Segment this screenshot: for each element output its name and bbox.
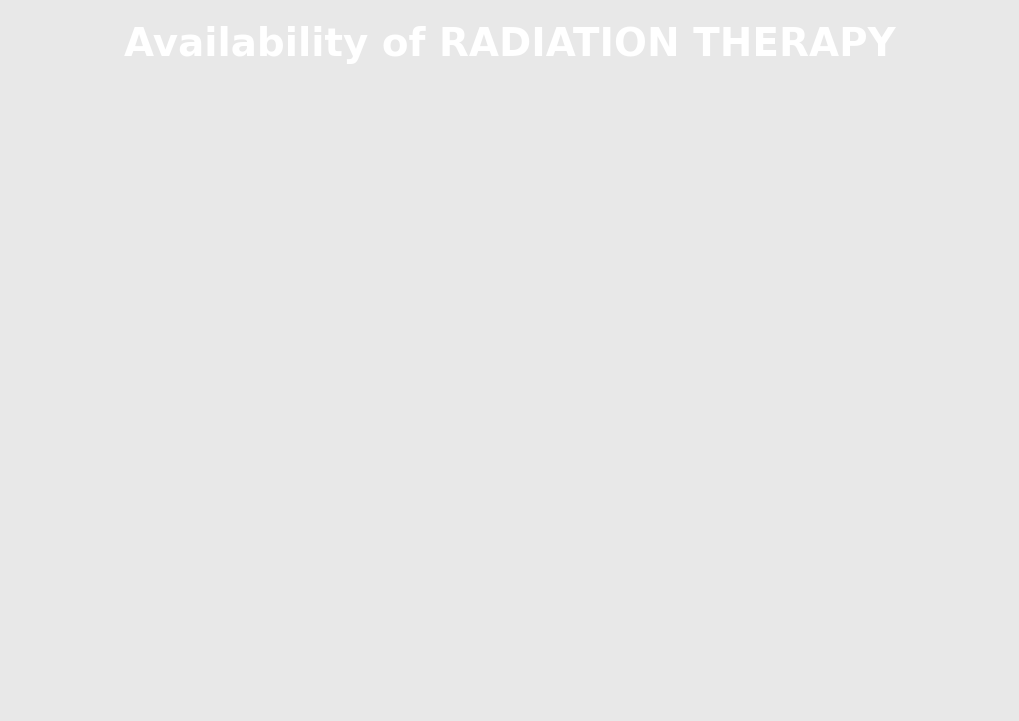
Text: Availability of RADIATION THERAPY: Availability of RADIATION THERAPY — [124, 26, 895, 64]
